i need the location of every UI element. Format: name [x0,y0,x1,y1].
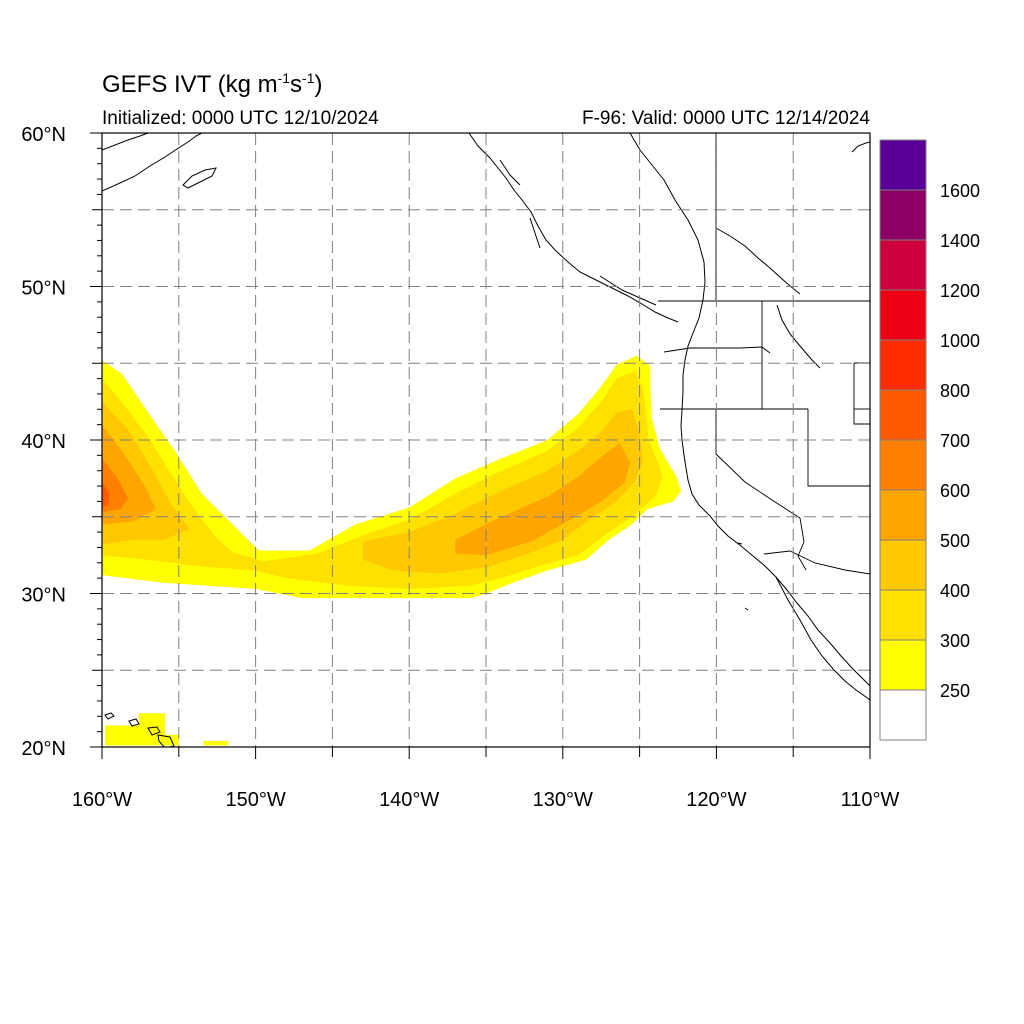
map-title: GEFS IVT (kg m-1s-1) [102,70,323,98]
lat-label: 20°N [21,738,66,760]
colorbar-label: 250 [940,681,970,701]
initialized-time: Initialized: 0000 UTC 12/10/2024 [102,108,379,129]
colorbar-swatch [879,489,927,541]
hawaii-maui [147,726,161,736]
northeast-coast-fragment [851,141,870,153]
british-columbia-coast [554,249,679,323]
ivt-shading [102,355,682,746]
colorbar-label: 500 [940,531,970,551]
colorbar-label: 1600 [940,181,980,201]
colorbar-swatch [879,589,927,641]
lat-label: 60°N [21,124,66,146]
colorbar-swatch [879,239,927,291]
coastlines-and-borders [102,133,870,747]
colorbar-label: 1200 [940,281,980,301]
ivt-region-500-5 [455,443,631,556]
lon-label: 120°W [686,789,746,811]
colorbar-swatch [879,539,927,591]
ivt-region-250-9 [203,740,228,746]
north-america-coastline [629,133,870,687]
ivt-region-250-8 [105,713,179,746]
lon-label: 140°W [379,789,439,811]
washington-oregon-border [663,346,771,354]
lat-label: 40°N [21,431,66,453]
colorbar-label: 300 [940,631,970,651]
colorbar-label: 600 [940,481,970,501]
colorbar-label: 1000 [940,331,980,351]
colorbar-swatch [879,339,927,391]
utah-border [807,409,870,487]
axis-labels: 60°N 50°N 40°N 30°N 20°N 160°W 150°W 140°W 130°W… [21,124,899,811]
colorbar-swatch [879,389,927,441]
colorbar-swatch [879,689,927,741]
us-mexico-border [763,550,870,575]
gulf-of-alaska-coastline [102,133,203,192]
colorbar-swatch [879,439,927,491]
valid-time: F-96: Valid: 0000 UTC 12/14/2024 [582,108,870,129]
lon-label: 160°W [72,789,132,811]
idaho-border [761,301,808,410]
lon-label: 150°W [225,789,285,811]
arizona-border [797,517,807,571]
channel-islands [737,542,749,611]
colorbar-swatch [879,639,927,691]
colorbar-label: 800 [940,381,970,401]
alaska-peninsula [102,133,149,151]
colorbar-swatch [879,289,927,341]
baja-peninsula-coastline [775,576,870,701]
lat-label: 50°N [21,278,66,300]
ivt-region-700-7 [102,481,110,508]
colorbar-swatch [879,139,927,191]
lon-label: 110°W [841,789,900,811]
lat-lon-grid [102,133,870,747]
hawaii-kauai [104,712,115,720]
inland-mainland-outline [715,227,821,369]
hawaii-oahu [128,718,140,727]
kodiak-island [182,167,217,189]
colorbar-swatch [879,189,927,241]
colorbar-label: 1400 [940,231,980,251]
axis-ticks [90,132,871,759]
ivt-region-400-3 [363,409,643,574]
colorbar-label: 700 [940,431,970,451]
colorbar-label: 400 [940,581,970,601]
lat-label: 30°N [21,585,66,607]
ivt-colorbar: 250 300 400 500 600 700 800 1000 1200 1400 1600 [879,139,980,741]
hawaii-big-island [157,734,175,747]
lon-label: 130°W [533,789,593,811]
